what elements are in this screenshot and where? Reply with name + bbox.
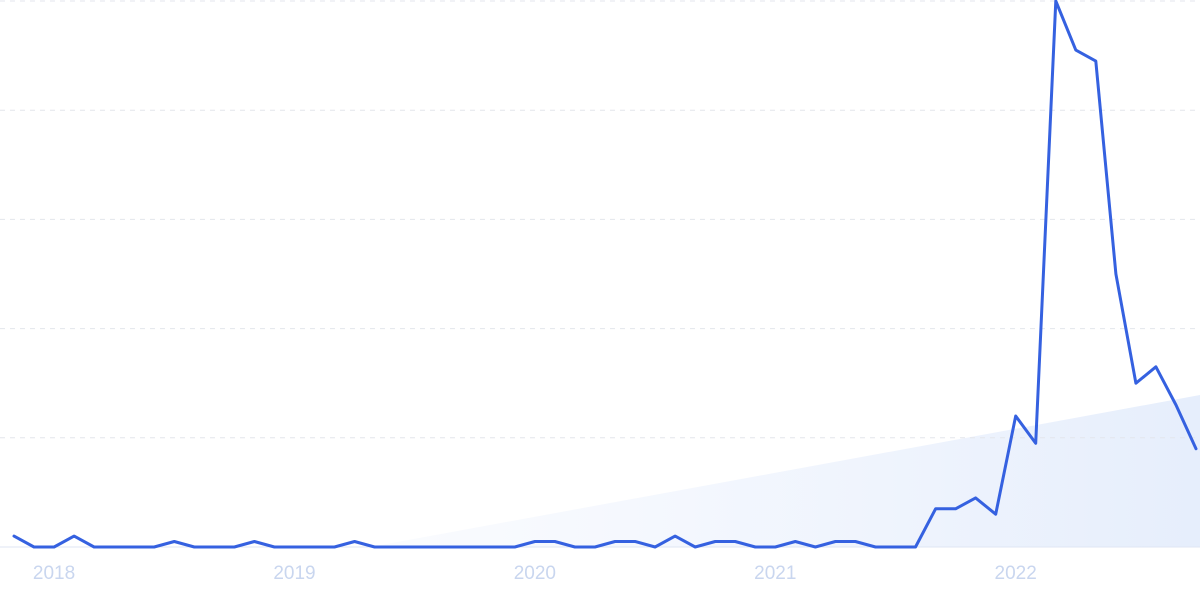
trend-area	[370, 395, 1200, 547]
line-series	[12, 0, 1198, 549]
x-tick-label: 2018	[33, 563, 75, 584]
grid	[0, 0, 1200, 548]
x-tick-label: 2021	[754, 563, 796, 584]
plot	[12, 0, 1198, 549]
x-tick-label: 2020	[514, 563, 556, 584]
x-tick-label: 2019	[273, 563, 315, 584]
x-axis: 2018 2019 2020 2021 2022	[33, 563, 1037, 584]
x-tick-label: 2022	[995, 563, 1037, 584]
